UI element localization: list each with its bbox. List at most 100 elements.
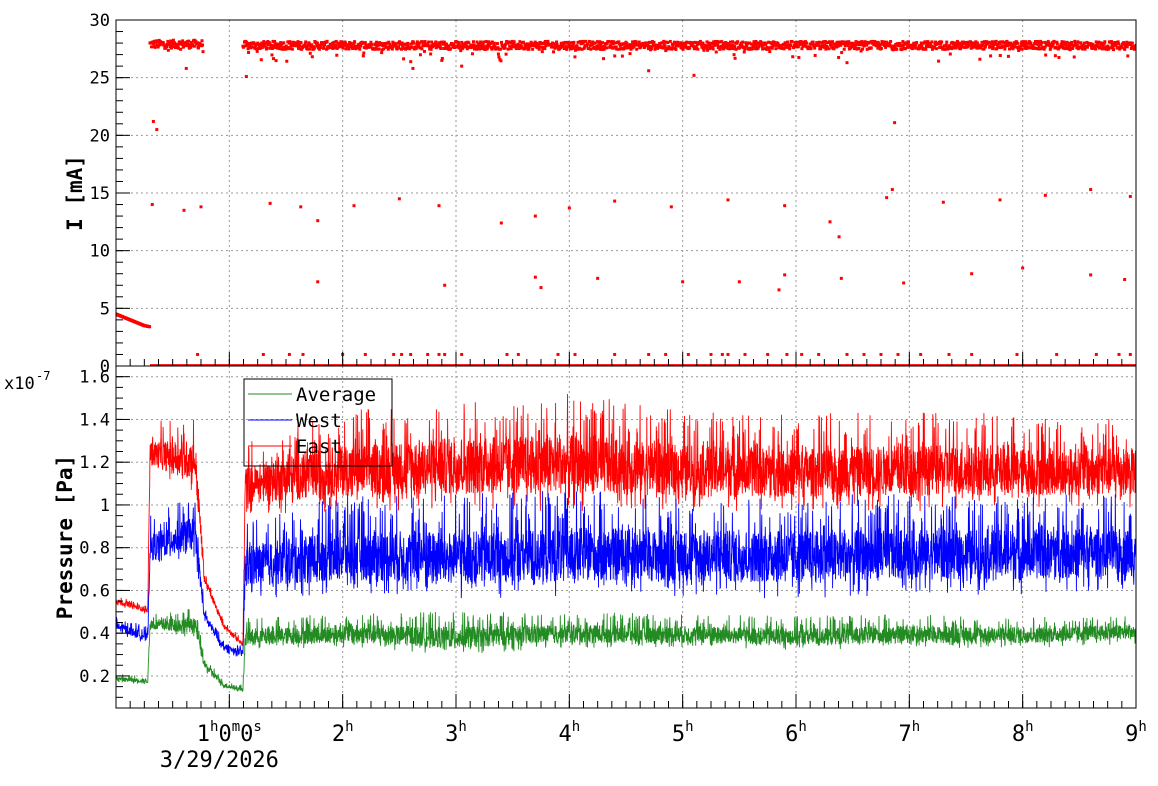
current-point xyxy=(971,41,975,45)
current-point xyxy=(591,40,595,44)
current-point xyxy=(915,41,919,45)
current-point xyxy=(1098,46,1102,50)
current-point xyxy=(742,45,746,49)
current-point xyxy=(463,41,467,45)
current-point xyxy=(835,40,839,44)
current-point xyxy=(766,352,770,356)
current-point xyxy=(475,40,479,44)
x-tick-label: 4h xyxy=(558,719,580,747)
current-point xyxy=(1100,47,1104,51)
current-point xyxy=(1036,43,1040,47)
current-point xyxy=(151,40,155,44)
current-point xyxy=(479,40,483,44)
current-outlier xyxy=(567,206,571,210)
current-point xyxy=(658,42,662,46)
current-point xyxy=(796,40,800,44)
current-point xyxy=(478,43,482,47)
current-point xyxy=(1089,42,1093,46)
current-point xyxy=(797,56,801,60)
current-point xyxy=(901,43,905,47)
current-outlier xyxy=(460,64,464,68)
current-point xyxy=(201,43,205,47)
current-outlier xyxy=(352,204,356,208)
current-point xyxy=(634,42,638,46)
current-point xyxy=(438,43,442,47)
current-point xyxy=(609,43,613,47)
current-point xyxy=(1114,43,1118,47)
current-point xyxy=(308,51,312,55)
current-outlier xyxy=(151,119,155,123)
current-point xyxy=(568,41,572,45)
current-point xyxy=(718,47,722,51)
current-point xyxy=(332,46,336,50)
current-point xyxy=(367,43,371,47)
current-point xyxy=(567,44,571,48)
current-point xyxy=(857,47,861,51)
current-point xyxy=(817,40,821,44)
current-point xyxy=(1012,41,1016,45)
current-point xyxy=(858,40,862,44)
current-point xyxy=(510,44,514,48)
current-point xyxy=(394,42,398,46)
current-point xyxy=(484,47,488,51)
current-point xyxy=(936,42,940,46)
current-point xyxy=(842,47,846,51)
current-point xyxy=(1004,43,1008,47)
current-point xyxy=(431,45,435,49)
current-point xyxy=(402,57,406,61)
current-point xyxy=(551,42,555,46)
current-outlier xyxy=(998,198,1002,202)
current-point xyxy=(830,40,834,44)
current-point xyxy=(891,48,895,52)
current-point xyxy=(531,47,535,51)
current-point xyxy=(629,47,633,51)
current-point xyxy=(518,46,522,50)
current-point xyxy=(974,40,978,44)
current-point xyxy=(912,41,916,45)
current-point xyxy=(657,45,661,49)
current-point xyxy=(182,45,186,49)
current-point xyxy=(741,40,745,44)
current-point xyxy=(387,46,391,50)
current-point xyxy=(363,41,367,45)
current-point xyxy=(478,47,482,51)
current-point xyxy=(980,40,984,44)
current-point xyxy=(790,40,794,44)
current-point xyxy=(499,59,503,63)
current-outlier xyxy=(199,205,203,209)
current-point xyxy=(872,43,876,47)
current-point xyxy=(598,40,602,44)
current-point xyxy=(914,43,918,47)
current-point xyxy=(1021,44,1025,48)
current-point xyxy=(695,43,699,47)
current-point xyxy=(637,40,641,44)
current-point xyxy=(179,47,183,51)
current-point xyxy=(755,47,759,51)
current-point xyxy=(451,45,455,49)
current-point xyxy=(979,46,983,50)
current-point xyxy=(991,47,995,51)
current-point xyxy=(1036,40,1040,44)
pressure-data xyxy=(116,393,1136,692)
current-plot-grid xyxy=(116,19,1137,367)
current-tick-label: 5 xyxy=(100,299,110,319)
current-point xyxy=(381,44,385,48)
current-point xyxy=(473,44,477,48)
current-point xyxy=(767,46,771,50)
current-point xyxy=(540,41,544,45)
pressure-tick-label: 0.6 xyxy=(79,581,110,601)
current-point xyxy=(380,48,384,52)
current-point xyxy=(338,42,342,46)
current-point xyxy=(1076,40,1080,44)
current-point xyxy=(782,47,786,51)
current-point xyxy=(993,40,997,44)
current-point xyxy=(663,44,667,48)
current-point xyxy=(962,40,966,44)
current-point xyxy=(180,42,184,46)
current-point xyxy=(754,40,758,44)
current-point xyxy=(282,41,286,45)
current-point xyxy=(974,44,978,48)
current-point xyxy=(248,43,252,47)
current-point xyxy=(471,45,475,49)
